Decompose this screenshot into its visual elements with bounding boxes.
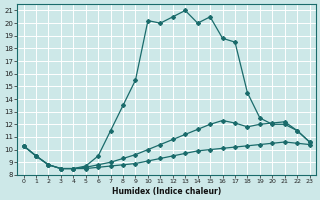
X-axis label: Humidex (Indice chaleur): Humidex (Indice chaleur) (112, 187, 221, 196)
